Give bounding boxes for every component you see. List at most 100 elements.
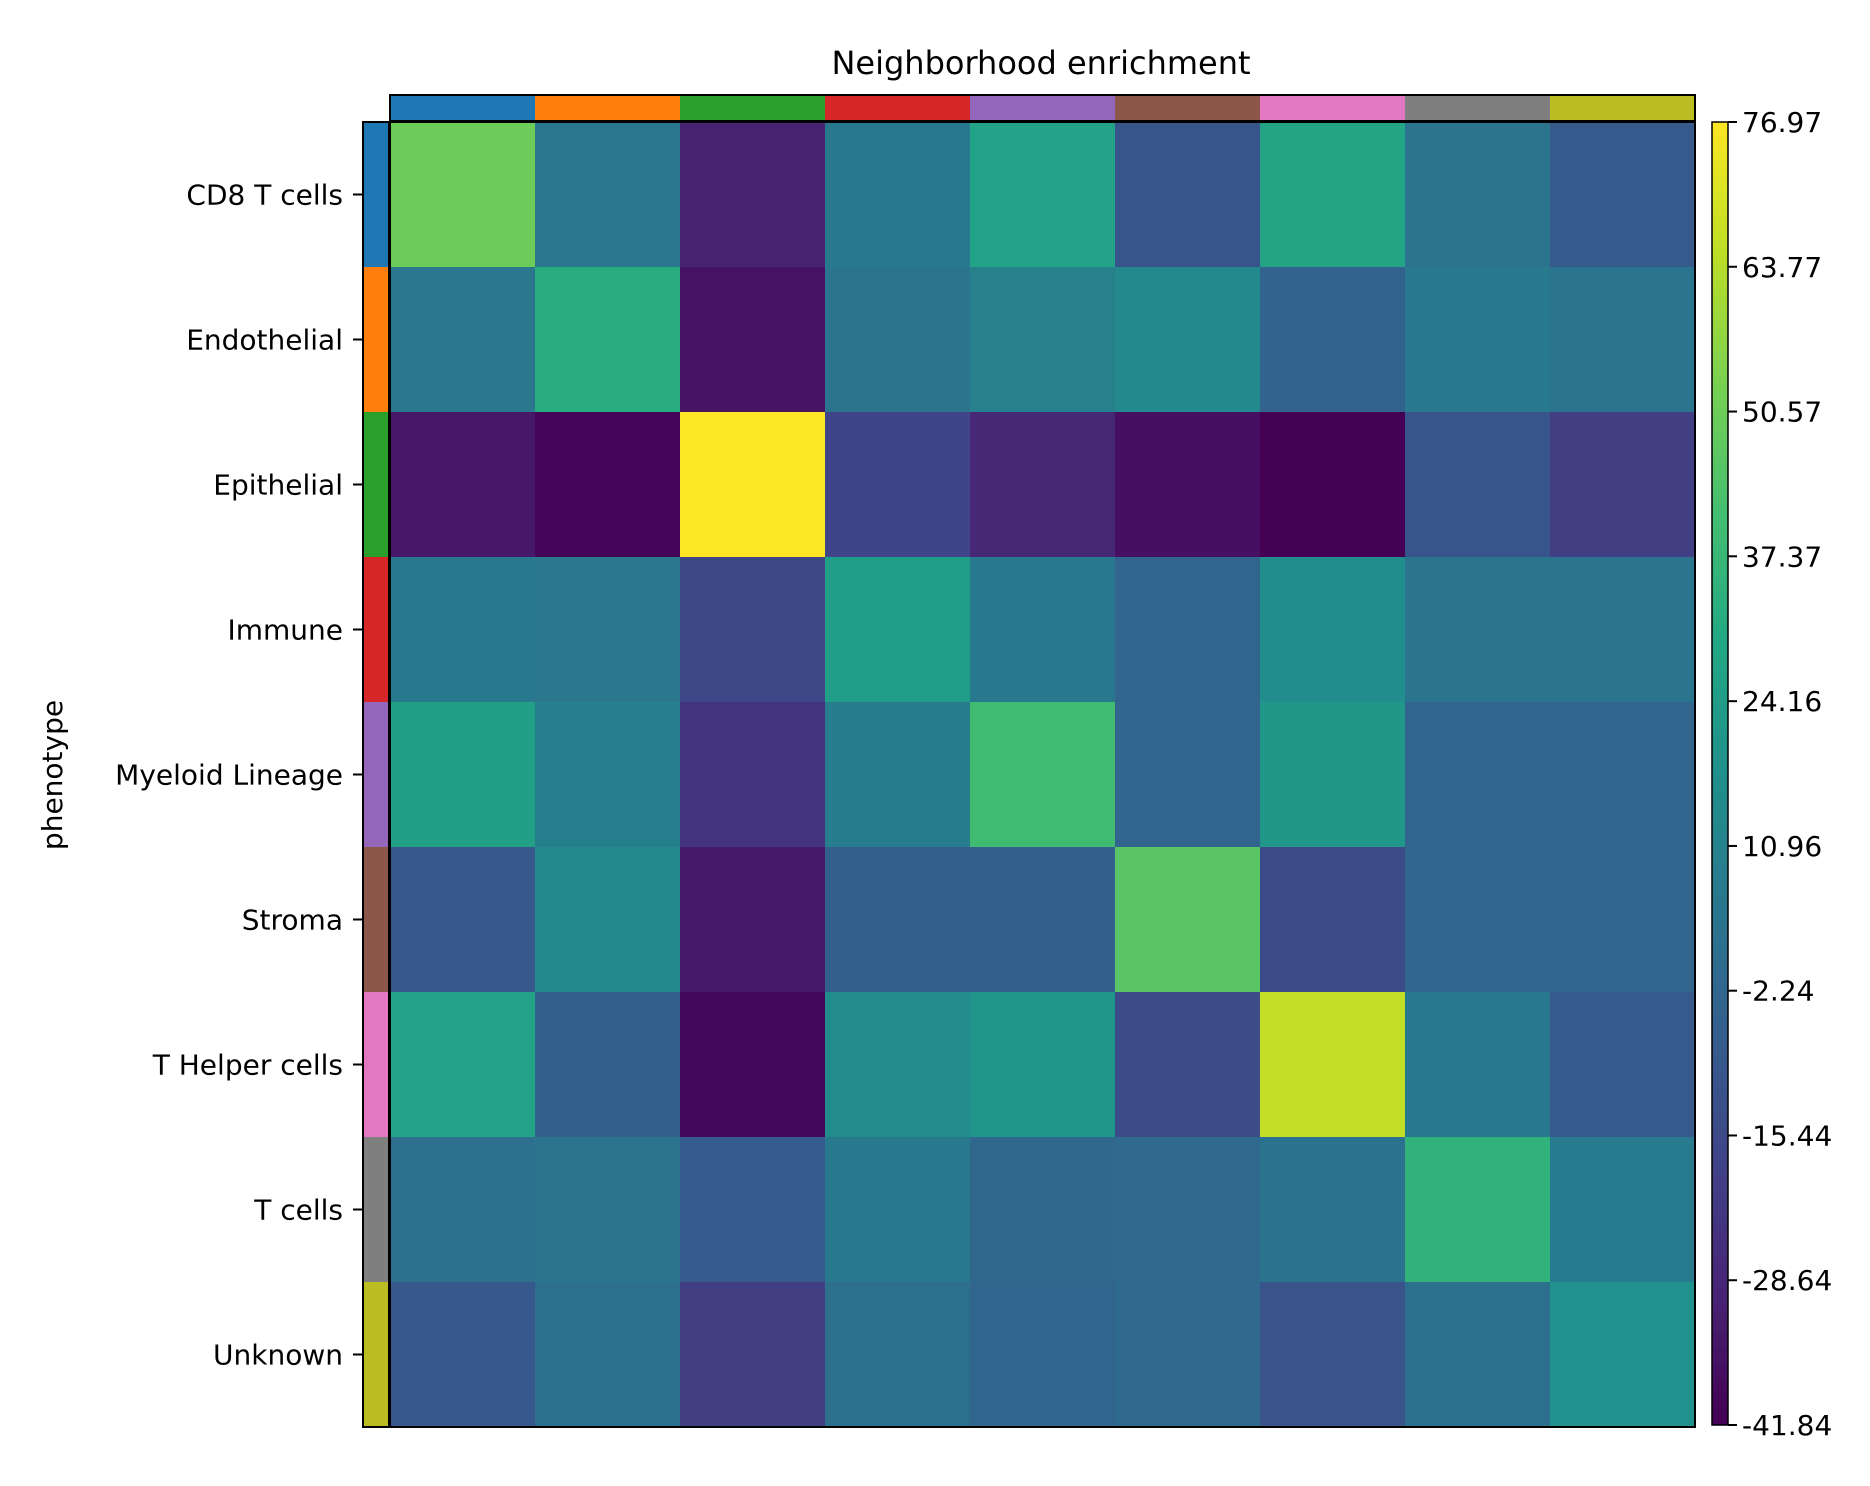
heatmap-cell: [970, 412, 1116, 558]
heatmap-cell: [535, 557, 681, 703]
row-label: Endothelial: [186, 324, 343, 357]
heatmap-cell: [1260, 557, 1406, 703]
heatmap-cell: [1550, 847, 1696, 993]
heatmap-cell: [1550, 702, 1696, 848]
heatmap-cell: [680, 992, 826, 1138]
colorbar-tick-label: 24.16: [1742, 685, 1822, 718]
left-group-swatch-4: [363, 702, 389, 847]
heatmap-cell: [970, 847, 1116, 993]
colorbar-tick-label: 50.57: [1742, 396, 1822, 429]
heatmap-cell: [1115, 847, 1261, 993]
colorbar-tick-label: -2.24: [1742, 975, 1814, 1008]
heatmap-cell: [535, 412, 681, 558]
top-group-swatch-4: [970, 95, 1115, 121]
heatmap-cell: [825, 992, 971, 1138]
row-label: T cells: [253, 1194, 343, 1227]
heatmap-cell: [390, 557, 536, 703]
heatmap-cell: [1115, 1282, 1261, 1428]
left-group-swatch-3: [363, 557, 389, 702]
row-label: CD8 T cells: [186, 179, 343, 212]
heatmap-cell: [390, 992, 536, 1138]
heatmap-cell: [1260, 122, 1406, 268]
colorbar-tick-label: 10.96: [1742, 830, 1822, 863]
heatmap-cell: [535, 267, 681, 413]
heatmap-cell: [1115, 122, 1261, 268]
chart-title: Neighborhood enrichment: [831, 44, 1250, 82]
heatmap-cells: [389, 121, 1696, 1428]
left-group-swatch-2: [363, 412, 389, 557]
heatmap-frame: [389, 121, 1696, 1428]
row-labels: CD8 T cells Endothelial Epithelial Immune My…: [115, 179, 363, 1372]
heatmap-cell: [970, 992, 1116, 1138]
colorbar-gradient: [1711, 121, 1729, 1426]
colorbar-tick-label: 37.37: [1742, 540, 1822, 573]
heatmap-cell: [680, 1282, 826, 1428]
heatmap-cell: [970, 1137, 1116, 1283]
heatmap-cell: [1260, 1137, 1406, 1283]
colorbar-tick-label: 76.97: [1742, 106, 1822, 139]
heatmap-cell: [1115, 412, 1261, 558]
heatmap-cell: [1405, 702, 1551, 848]
top-group-swatch-5: [1115, 95, 1260, 121]
heatmap-cell: [825, 122, 971, 268]
left-group-swatch-0: [363, 122, 389, 267]
colorbar: 76.97 63.77 50.57 37.37 24.16 10.96 -2.24 -15.4…: [1711, 106, 1832, 1442]
heatmap-cell: [1550, 992, 1696, 1138]
left-group-swatch-1: [363, 267, 389, 412]
heatmap-cell: [825, 847, 971, 993]
heatmap-cell: [535, 122, 681, 268]
heatmap-cell: [1260, 702, 1406, 848]
top-group-swatch-2: [680, 95, 825, 121]
top-group-swatch-1: [535, 95, 680, 121]
heatmap-cell: [825, 1282, 971, 1428]
heatmap-cell: [1550, 267, 1696, 413]
heatmap-cell: [1405, 412, 1551, 558]
heatmap-cell: [535, 992, 681, 1138]
heatmap-cell: [1405, 267, 1551, 413]
top-group-swatch-8: [1550, 95, 1695, 121]
top-group-swatch-3: [825, 95, 970, 121]
heatmap-cell: [825, 412, 971, 558]
left-group-swatch-5: [363, 847, 389, 992]
heatmap-cell: [1550, 557, 1696, 703]
heatmap-cell: [1405, 1282, 1551, 1428]
heatmap-cell: [390, 1282, 536, 1428]
heatmap-cell: [1260, 267, 1406, 413]
heatmap-cell: [535, 1137, 681, 1283]
heatmap-cell: [680, 847, 826, 993]
heatmap-cell: [390, 702, 536, 848]
heatmap-cell: [1405, 557, 1551, 703]
heatmap-cell: [390, 267, 536, 413]
colorbar-tick-label: 63.77: [1742, 251, 1822, 284]
row-label: Stroma: [242, 904, 343, 937]
heatmap-cell: [1405, 1137, 1551, 1283]
heatmap-cell: [1405, 847, 1551, 993]
heatmap-cell: [825, 267, 971, 413]
heatmap-cell: [680, 557, 826, 703]
heatmap-cell: [1115, 267, 1261, 413]
heatmap-cell: [970, 122, 1116, 268]
top-group-color-bar: [389, 94, 1696, 122]
heatmap-cell: [390, 1137, 536, 1283]
row-label: Epithelial: [213, 469, 343, 502]
top-group-swatch-0: [390, 95, 535, 121]
left-group-swatch-8: [363, 1282, 389, 1427]
heatmap-cell: [390, 122, 536, 268]
heatmap-cell: [1260, 1282, 1406, 1428]
heatmap-cell: [1115, 702, 1261, 848]
heatmap-cell: [680, 702, 826, 848]
heatmap-cell: [390, 412, 536, 558]
row-label: Immune: [227, 614, 343, 647]
heatmap-cell: [825, 702, 971, 848]
heatmap-cell: [1260, 847, 1406, 993]
heatmap-cell: [1260, 412, 1406, 558]
top-group-swatch-7: [1405, 95, 1550, 121]
heatmap-cell: [1260, 992, 1406, 1138]
heatmap-cell: [970, 557, 1116, 703]
left-group-swatch-6: [363, 992, 389, 1137]
heatmap-cell: [535, 1282, 681, 1428]
heatmap-cell: [535, 847, 681, 993]
heatmap-cell: [1115, 992, 1261, 1138]
